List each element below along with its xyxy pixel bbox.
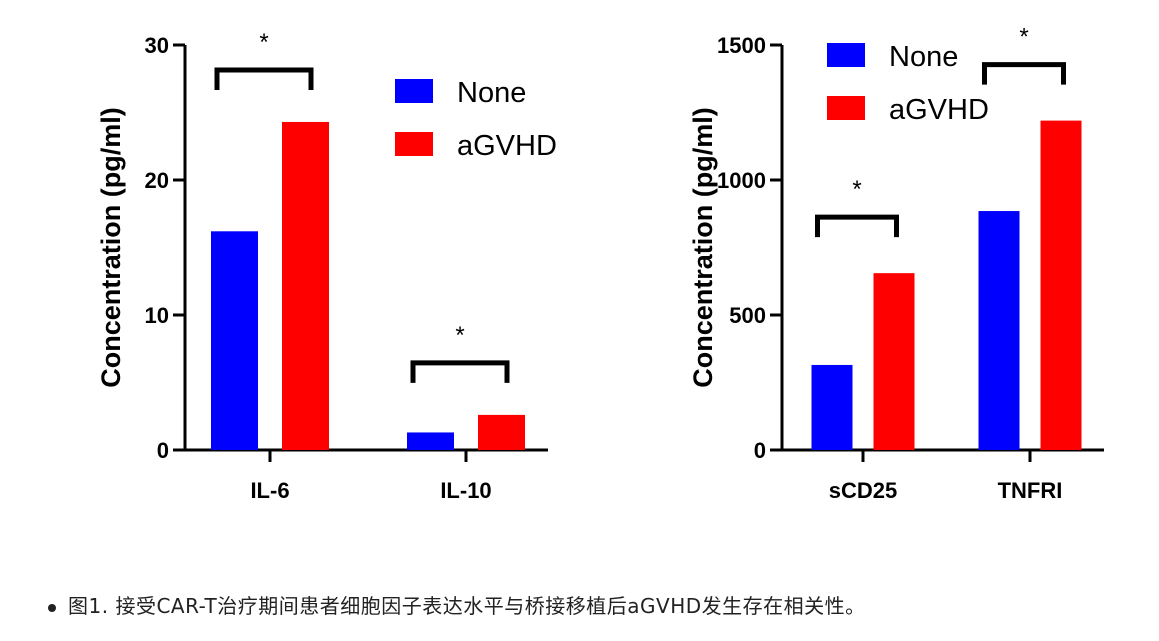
significance-bracket <box>982 62 1066 85</box>
x-tick-label: IL-6 <box>250 478 289 503</box>
bar-agvhd-il-6 <box>282 121 329 450</box>
bar-agvhd-scd25 <box>873 273 915 450</box>
legend-swatch-agvhd <box>395 132 433 156</box>
y-axis-label: Concentration (pg/ml) <box>688 107 718 387</box>
legend-label-none: None <box>457 77 526 109</box>
legend-label-agvhd: aGVHD <box>457 130 557 162</box>
legend-label-agvhd: aGVHD <box>889 94 989 126</box>
bar-none-scd25 <box>811 364 853 450</box>
bullet-icon <box>48 603 56 612</box>
x-tick-label: TNFRI <box>998 478 1063 503</box>
significance-star: * <box>1019 24 1028 51</box>
legend-swatch-agvhd <box>827 96 865 120</box>
y-axis-label: Concentration (pg/ml) <box>96 107 126 387</box>
y-tick-label: 0 <box>157 438 169 463</box>
significance-bracket <box>410 360 510 383</box>
y-tick-label: 1000 <box>717 168 766 193</box>
y-tick-label: 30 <box>145 33 169 58</box>
significance-bracket <box>815 214 899 238</box>
bar-agvhd-tnfri <box>1040 120 1082 450</box>
x-tick-label: IL-10 <box>440 478 491 503</box>
figure-caption: 图1. 接受CAR-T治疗期间患者细胞因子表达水平与桥接移植后aGVHD发生存在… <box>48 590 866 619</box>
x-tick-label: sCD25 <box>829 478 897 503</box>
legend-swatch-none <box>827 43 865 67</box>
bar-none-il-6 <box>211 231 258 450</box>
y-tick-label: 1500 <box>717 33 766 58</box>
legend-label-none: None <box>889 41 958 73</box>
y-tick-label: 500 <box>729 303 766 328</box>
caption-text: 图1. 接受CAR-T治疗期间患者细胞因子表达水平与桥接移植后aGVHD发生存在… <box>68 594 866 618</box>
significance-bracket <box>214 67 314 90</box>
significance-star: * <box>259 29 268 56</box>
bar-agvhd-il-10 <box>478 414 525 450</box>
y-tick-label: 10 <box>145 303 169 328</box>
bar-none-il-10 <box>407 432 454 450</box>
significance-star: * <box>455 322 464 349</box>
significance-star: * <box>852 176 861 203</box>
bar-none-tnfri <box>978 211 1020 450</box>
legend-swatch-none <box>395 79 433 103</box>
y-tick-label: 20 <box>145 168 169 193</box>
y-tick-label: 0 <box>754 438 766 463</box>
